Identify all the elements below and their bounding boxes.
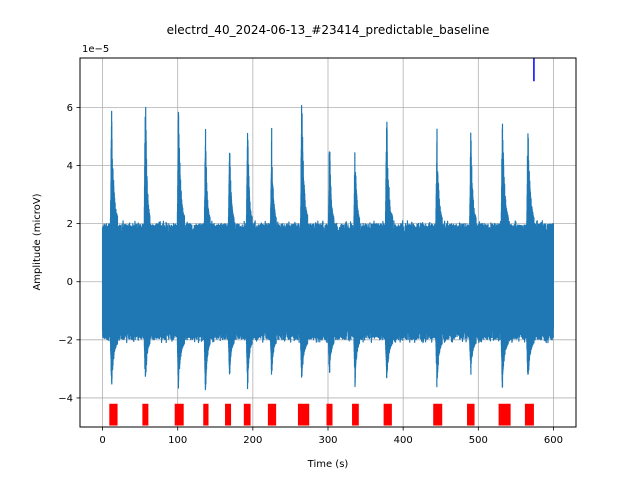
x-tick-label: 400 [394,435,413,446]
y-tick-label: 6 [67,103,73,114]
event-marker [142,403,149,426]
plot-area [101,58,555,426]
event-marker [109,403,118,426]
event-marker [498,403,511,426]
event-marker [433,403,443,426]
y-offset-label: 1e−5 [82,44,109,55]
plot-clip-group [101,58,555,426]
x-tick-label: 200 [243,435,262,446]
event-marker [174,403,184,426]
event-marker [203,403,209,426]
chart-title: electrd_40_2024-06-13_#23414_predictable… [167,23,490,37]
x-axis-title: Time (s) [307,459,349,470]
event-marker [326,403,333,426]
x-tick-label: 300 [318,435,337,446]
x-tick-label: 600 [544,435,563,446]
event-marker [524,403,534,426]
event-marker [267,403,277,426]
x-tick-label: 500 [469,435,488,446]
event-marker [383,403,392,426]
event-marker [243,403,251,426]
event-marker [467,403,475,426]
event-marker [297,403,310,426]
y-tick-label: 0 [67,277,73,288]
y-axis-title: Amplitude (microV) [32,193,43,290]
y-tick-label: 4 [67,161,73,172]
event-marker [352,403,359,426]
axis-ticks: 0 100 200 300 400 500 600 −4 −2 0 2 4 6 [58,103,563,446]
x-tick-label: 0 [99,435,105,446]
y-tick-label: −2 [58,335,73,346]
x-tick-label: 100 [168,435,187,446]
event-marker [225,403,232,426]
y-tick-label: −4 [58,393,73,404]
signal-trace [101,105,555,391]
y-tick-label: 2 [67,219,73,230]
